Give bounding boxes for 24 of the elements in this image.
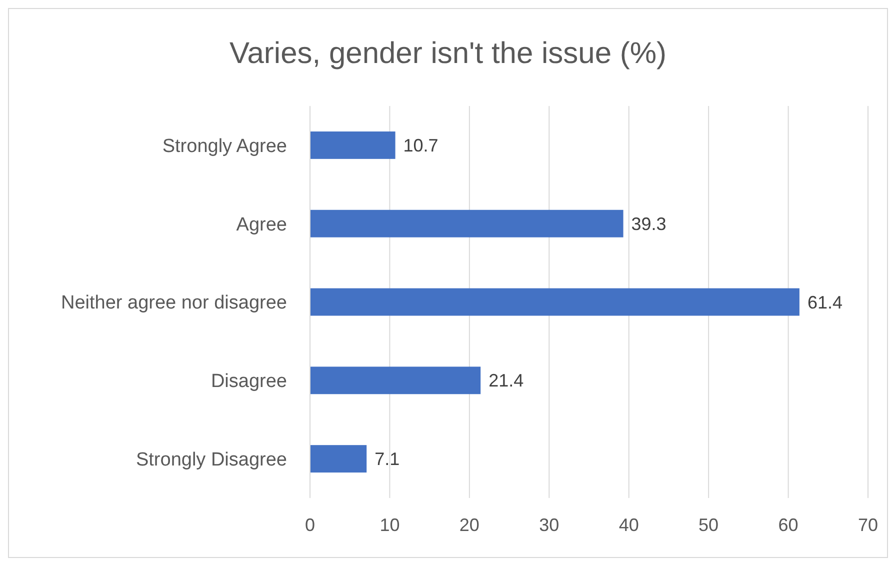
y-tick-label: Disagree [210, 371, 287, 392]
data-label: 61.4 [807, 292, 842, 312]
x-tick-label: 20 [459, 515, 480, 535]
x-tick-label: 50 [698, 515, 719, 535]
bar [310, 445, 367, 473]
data-label: 39.3 [631, 214, 666, 234]
data-label: 7.1 [374, 449, 400, 470]
x-tick-label: 60 [778, 515, 798, 535]
y-tick-label: Agree [236, 214, 287, 236]
x-tick-label: 40 [618, 515, 639, 535]
y-tick-label: Neither agree nor disagree [60, 292, 287, 314]
data-label: 10.7 [403, 136, 438, 156]
bar [310, 131, 396, 159]
x-tick-label: 0 [304, 515, 316, 535]
y-tick-label: Strongly Disagree [136, 449, 287, 470]
bar [310, 288, 800, 316]
data-label: 21.4 [488, 370, 524, 391]
y-tick-label: Strongly Agree [162, 136, 287, 157]
bar [310, 210, 624, 238]
x-tick-label: 30 [539, 515, 560, 535]
bar [310, 366, 481, 394]
x-tick-label: 70 [858, 515, 878, 535]
x-tick-label: 10 [380, 515, 400, 535]
chart-title: Varies, gender isn't the issue (%) [229, 37, 667, 70]
